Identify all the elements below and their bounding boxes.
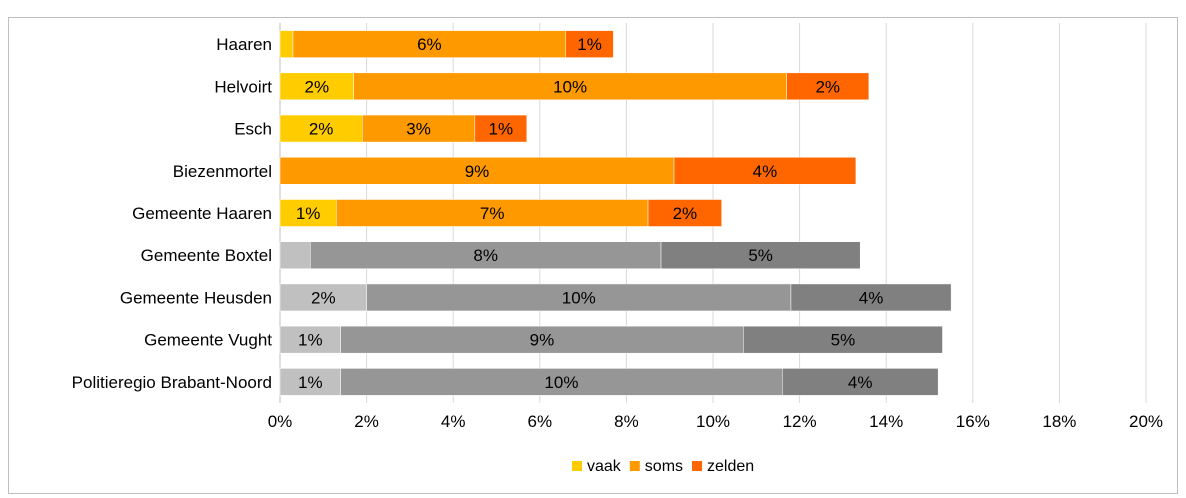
bar-segment-zelden [790, 283, 952, 312]
bar-segment-vaak [279, 199, 337, 227]
bar-segment-zelden [565, 30, 614, 58]
category-label: Esch [234, 120, 272, 139]
category-label: Biezenmortel [173, 162, 272, 181]
bar-segment-zelden [673, 157, 857, 185]
category-labels: Haaren Helvoirt Esch Biezenmortel Gemeente H… [72, 35, 273, 392]
bar-segment-vaak [279, 283, 367, 312]
data-label: 10% [553, 77, 587, 96]
category-label: Gemeente Boxtel [141, 246, 272, 265]
bar-segment-soms [340, 325, 744, 354]
x-tick-label: 20% [1129, 412, 1163, 431]
x-tick-label: 16% [956, 412, 990, 431]
bar-segment-soms [366, 283, 792, 312]
legend-swatch-soms [629, 461, 640, 471]
bar-segment-soms [362, 114, 476, 143]
data-label: 10% [562, 288, 596, 307]
bar-segment-zelden [786, 72, 870, 101]
x-tick-label: 18% [1042, 412, 1076, 431]
data-label: 4% [753, 162, 778, 181]
data-label: 2% [815, 77, 840, 96]
legend-swatch-zelden [692, 461, 703, 471]
data-label: 5% [748, 246, 773, 265]
data-label: 2% [309, 120, 334, 139]
x-tick-label: 14% [869, 412, 903, 431]
bar-segment-vaak [279, 72, 354, 101]
data-label: 2% [305, 77, 330, 96]
x-tick-label: 0% [268, 412, 293, 431]
bar-segment-soms [292, 30, 567, 58]
x-tick-label: 6% [528, 412, 553, 431]
data-label: 1% [296, 204, 321, 223]
x-tick-label: 12% [783, 412, 817, 431]
legend-label: vaak [587, 458, 622, 475]
bar-segment-zelden [660, 241, 861, 269]
data-label: 6% [417, 35, 442, 54]
category-label: Haaren [216, 35, 272, 54]
category-label: Politieregio Brabant-Noord [72, 373, 272, 392]
data-label: 9% [465, 162, 490, 181]
bar-segment-soms [353, 72, 787, 101]
bar-segment-zelden [647, 199, 722, 227]
data-label: 4% [848, 373, 873, 392]
bar-segment-vaak [279, 241, 311, 269]
data-label: 5% [831, 331, 856, 350]
bar-segment-soms [310, 241, 662, 269]
chart-frame: 6% 1% 2% 10% 2% 2% 3% 1% 9% 4% 1% 7% 2% 8% 5% 2% 10% 4% 1%… [8, 17, 1178, 494]
data-label: 8% [473, 246, 498, 265]
legend-label: zelden [707, 458, 754, 475]
data-label: 10% [544, 373, 578, 392]
data-label: 1% [298, 331, 323, 350]
bar-segment-zelden [743, 325, 943, 354]
bar-segment-zelden [474, 114, 528, 143]
legend-swatch-vaak [572, 461, 582, 471]
data-label: 1% [298, 373, 323, 392]
legend: vaak soms zelden [572, 458, 754, 475]
data-label: 4% [859, 288, 884, 307]
x-tick-label: 4% [441, 412, 466, 431]
data-label: 1% [577, 35, 602, 54]
category-label: Gemeente Vught [144, 331, 272, 350]
bar-segment-vaak [279, 30, 294, 58]
stacked-bar-chart: 6% 1% 2% 10% 2% 2% 3% 1% 9% 4% 1% 7% 2% 8% 5% 2% 10% 4% 1%… [72, 23, 1163, 475]
x-axis-ticks: 0% 2% 4% 6% 8% 10% 12% 14% 16% 18% 20% [268, 412, 1163, 431]
bar-segment-vaak [279, 114, 363, 143]
x-tick-label: 10% [696, 412, 730, 431]
bar-segment-zelden [782, 368, 939, 396]
data-label: 3% [406, 120, 431, 139]
bars: 6% 1% 2% 10% 2% 2% 3% 1% 9% 4% 1% 7% 2% 8% 5% 2% 10% 4% 1%… [279, 30, 952, 396]
data-label: 7% [480, 204, 505, 223]
category-label: Helvoirt [214, 77, 272, 96]
data-label: 2% [673, 204, 698, 223]
data-label: 9% [530, 331, 555, 350]
bar-segment-soms [340, 368, 783, 396]
bar-segment-soms [279, 157, 675, 185]
legend-label: soms [645, 458, 683, 475]
category-label: Gemeente Haaren [132, 204, 272, 223]
data-label: 2% [311, 288, 336, 307]
data-label: 1% [489, 120, 514, 139]
bar-segment-soms [336, 199, 649, 227]
bar-segment-vaak [279, 368, 341, 396]
x-tick-label: 2% [354, 412, 379, 431]
x-tick-label: 8% [614, 412, 639, 431]
category-label: Gemeente Heusden [120, 288, 272, 307]
